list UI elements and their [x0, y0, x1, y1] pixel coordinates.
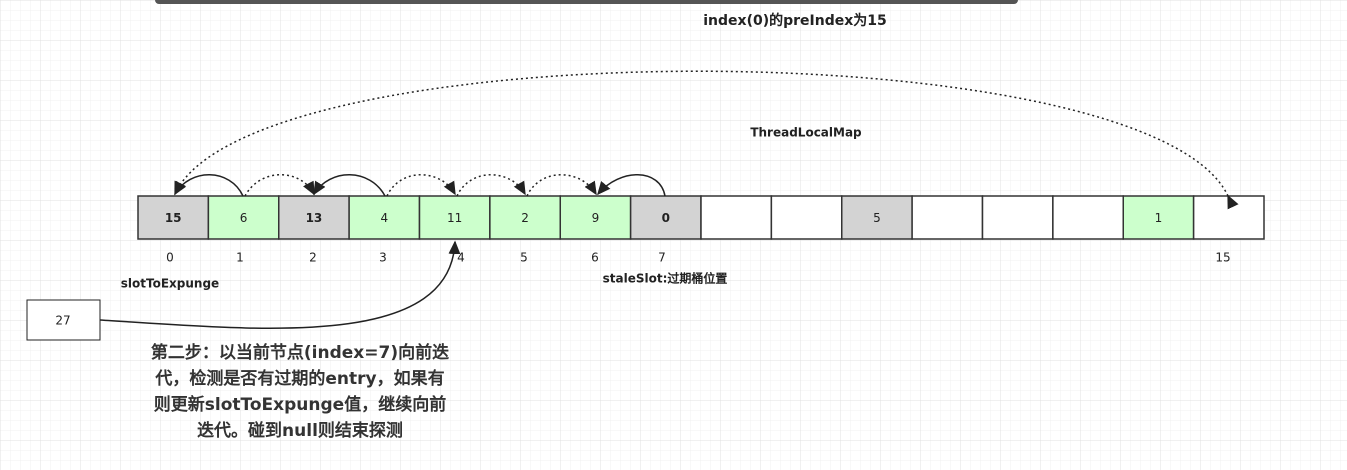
arrows	[99, 70, 1239, 329]
description-line: 则更新slotToExpunge值，继续向前	[154, 394, 446, 415]
node-label: 27	[55, 314, 70, 328]
index-labels: 0 1 2 3 4 5 6 7 15	[166, 251, 1230, 265]
map-label: ThreadLocalMap	[750, 126, 862, 140]
description-line: 第二步：以当前节点(index=7)向前迭	[151, 342, 449, 363]
cell	[981, 195, 1054, 240]
cell	[1052, 195, 1124, 240]
cell-label: 2	[521, 211, 529, 225]
cells: 15 6 13 4 11 2 9 0 5 1	[137, 195, 1265, 240]
description: 第二步：以当前节点(index=7)向前迭代，检测是否有过期的entry，如果有…	[151, 342, 449, 441]
cell-label: 11	[447, 211, 462, 225]
cell-label: 4	[380, 211, 388, 225]
index-label: 2	[309, 251, 317, 265]
cell-label: 13	[306, 211, 323, 225]
index-label: 1	[236, 251, 244, 265]
slot-label: slotToExpunge	[121, 277, 219, 291]
cell-label: 5	[873, 211, 881, 225]
description-line: 代，检测是否有过期的entry，如果有	[154, 368, 444, 389]
cell-label: 0	[662, 211, 670, 225]
cell-label: 15	[165, 211, 182, 225]
description-line: 迭代。碰到null则结束探测	[197, 420, 403, 441]
index-label: 5	[520, 251, 528, 265]
annotation: index(0)的preIndex为15	[703, 12, 886, 29]
cell	[700, 195, 773, 240]
cell	[1192, 195, 1265, 240]
index-label: 0	[166, 251, 174, 265]
cell-label: 1	[1155, 211, 1163, 225]
top-bar	[155, 0, 1018, 4]
stale-label: staleSlot:过期桶位置	[603, 271, 728, 286]
cell-label: 9	[592, 211, 600, 225]
cell-label: 6	[240, 211, 248, 225]
index-label: 7	[658, 251, 666, 265]
index-label: 6	[591, 251, 599, 265]
index-label: 4	[457, 251, 465, 265]
index-label: 3	[379, 251, 387, 265]
node-box	[26, 299, 101, 341]
cell	[911, 195, 984, 240]
index-label: 15	[1215, 251, 1230, 265]
cell	[770, 195, 843, 240]
